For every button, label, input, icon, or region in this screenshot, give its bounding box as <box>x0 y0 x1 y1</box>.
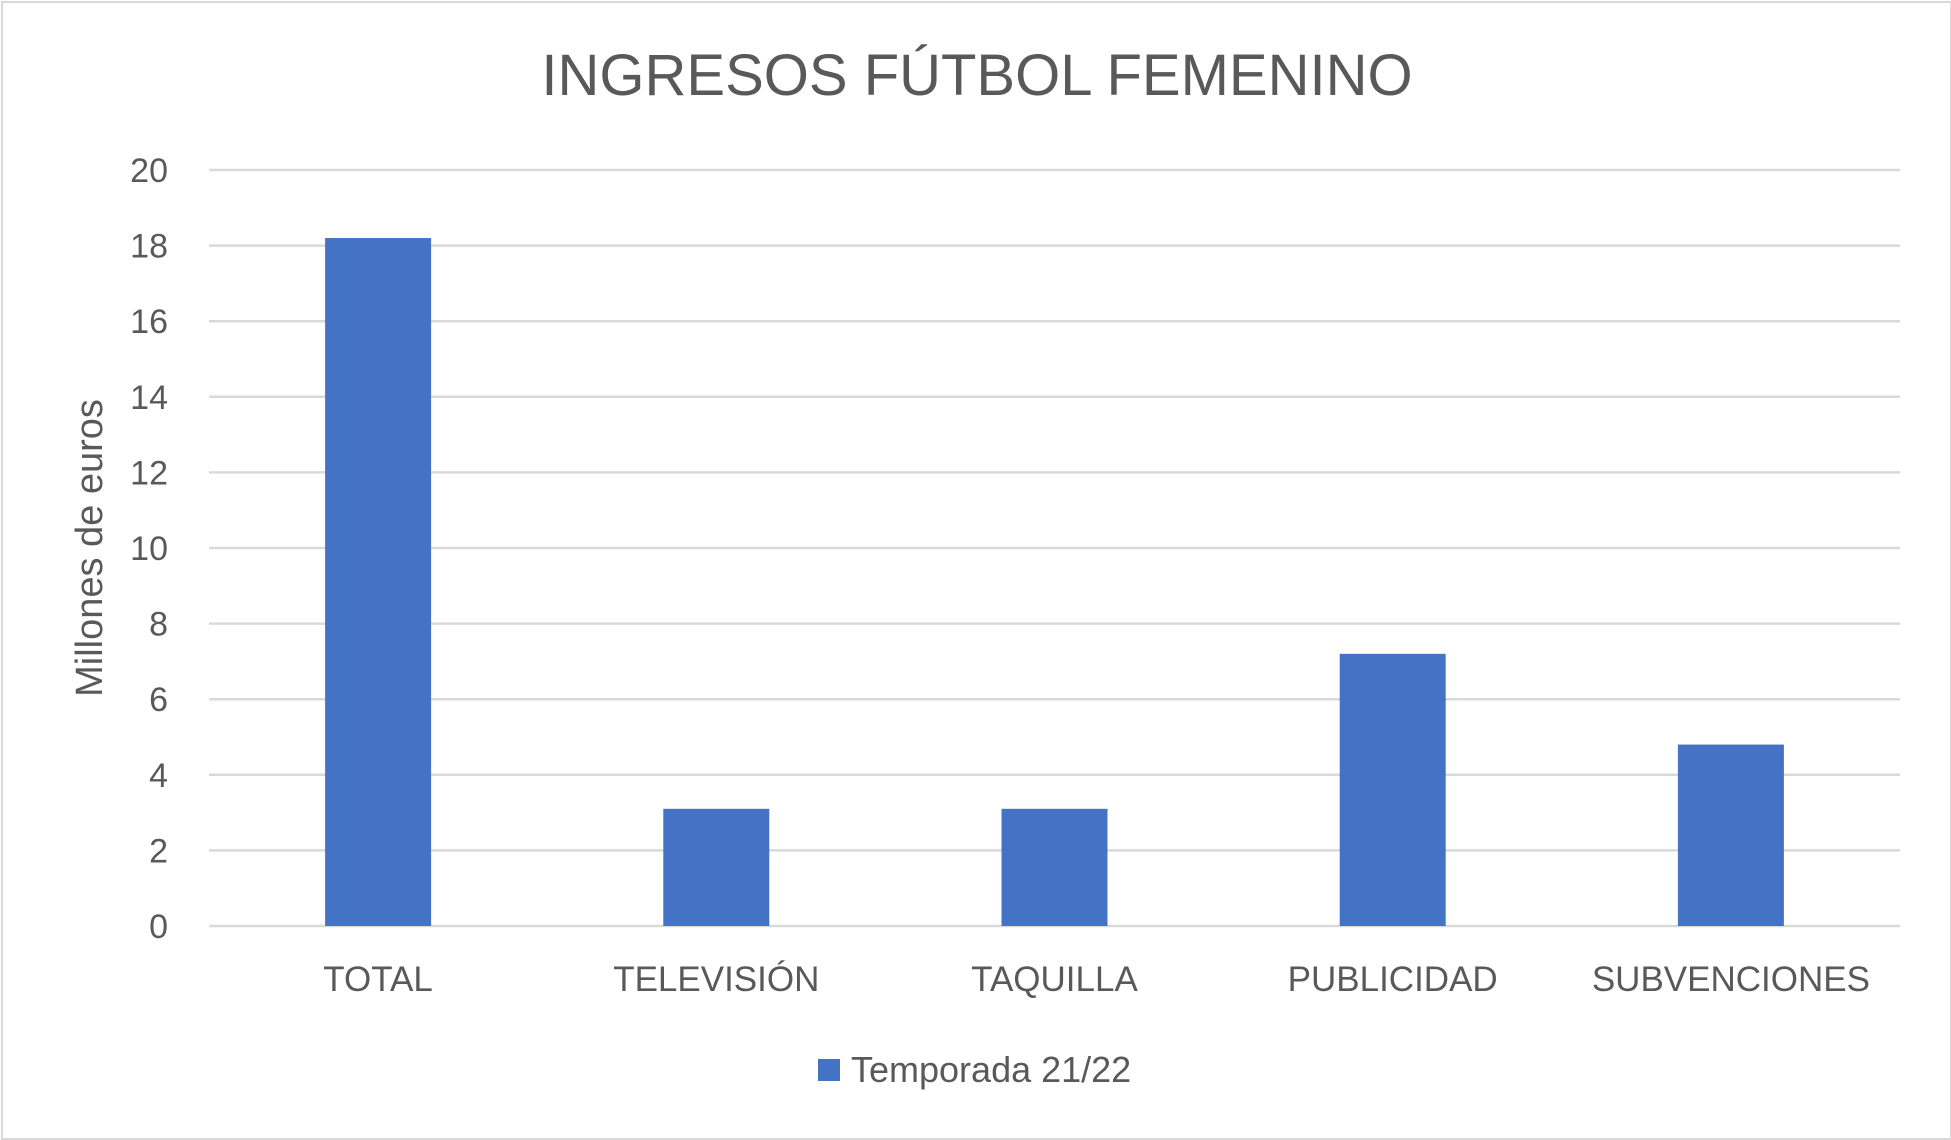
y-tick-label: 8 <box>149 606 168 644</box>
y-tick-label: 10 <box>130 530 168 568</box>
bar-subvenciones <box>1677 744 1784 926</box>
bars <box>325 238 1784 927</box>
bar-total <box>325 238 432 927</box>
x-category-label: TAQUILLA <box>971 960 1138 999</box>
x-category-label: SUBVENCIONES <box>1592 960 1870 999</box>
gridlines <box>209 168 1900 928</box>
y-tick-label: 14 <box>130 379 168 417</box>
legend: Temporada 21/22 <box>818 1049 1131 1090</box>
bar-television <box>663 808 770 926</box>
bar-taquilla <box>1001 808 1108 926</box>
chart-title: INGRESOS FÚTBOL FEMENINO <box>541 43 1412 108</box>
y-tick-label: 18 <box>130 228 168 266</box>
y-tick-label: 0 <box>149 908 168 946</box>
x-axis-category-labels: TOTAL TELEVISIÓN TAQUILLA PUBLICIDAD SUBVENC… <box>323 960 1870 999</box>
bar-publicidad <box>1339 653 1446 926</box>
legend-swatch <box>818 1059 840 1081</box>
y-tick-label: 6 <box>149 681 168 719</box>
x-category-label: TOTAL <box>323 960 433 999</box>
y-tick-label: 2 <box>149 832 168 870</box>
y-tick-label: 4 <box>149 757 168 795</box>
x-category-label: PUBLICIDAD <box>1288 960 1498 999</box>
y-axis-title: Millones de euros <box>69 399 111 697</box>
y-tick-label: 16 <box>130 303 168 341</box>
y-axis-tick-labels: 0 2 4 6 8 10 12 14 16 18 20 <box>130 152 168 946</box>
y-tick-label: 12 <box>130 454 168 492</box>
x-category-label: TELEVISIÓN <box>613 960 819 999</box>
y-tick-label: 20 <box>130 152 168 190</box>
legend-label: Temporada 21/22 <box>851 1049 1131 1090</box>
